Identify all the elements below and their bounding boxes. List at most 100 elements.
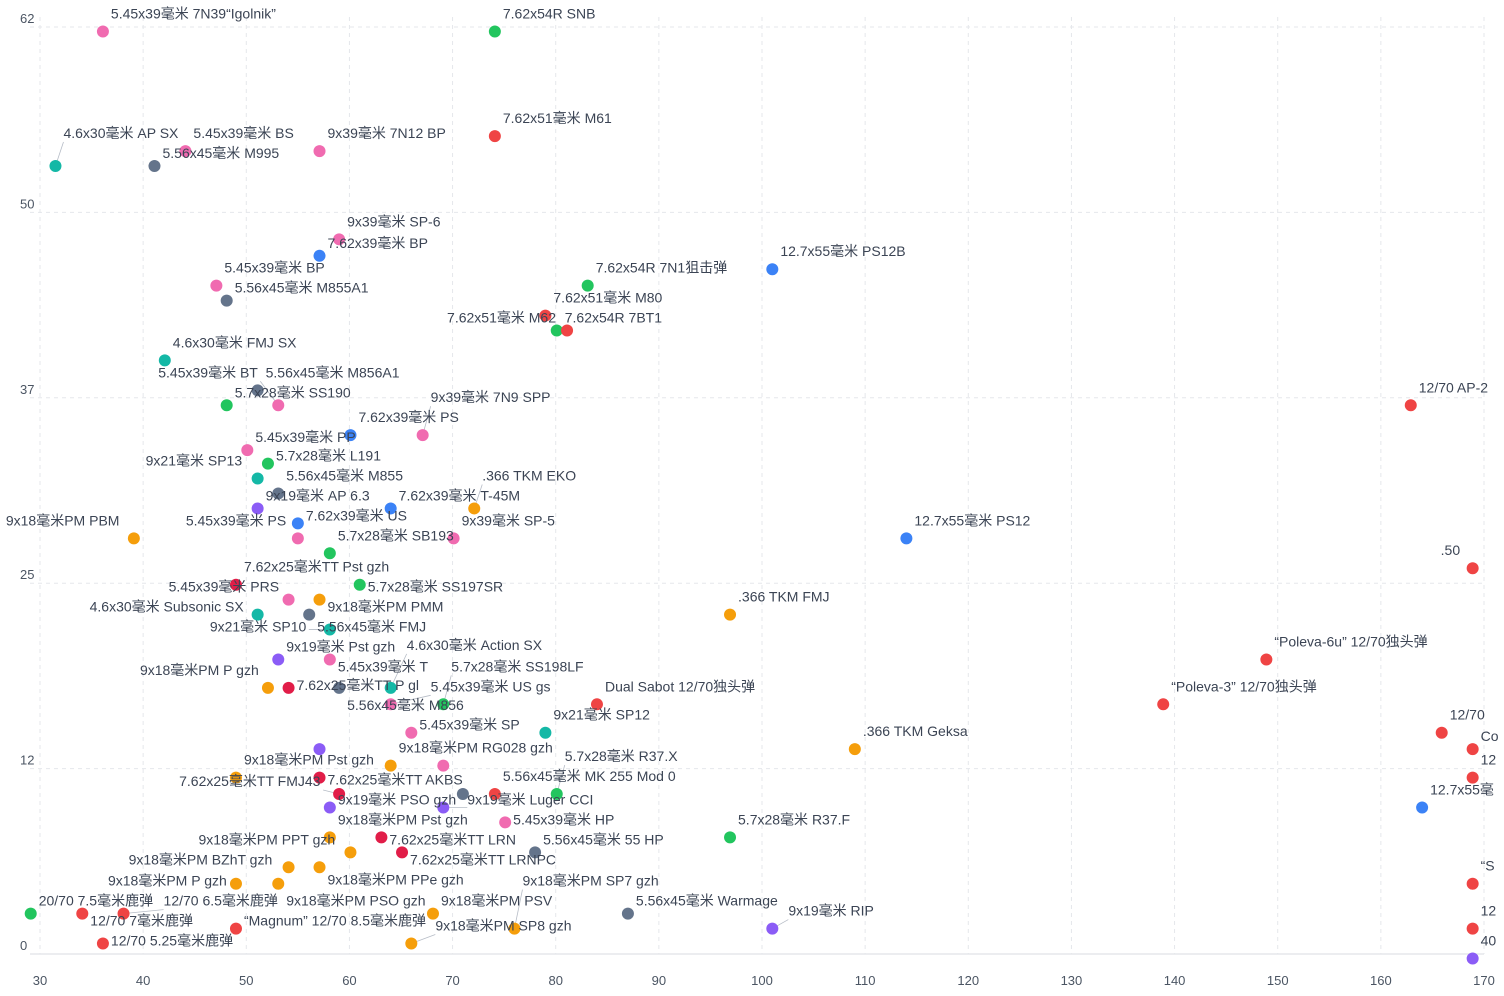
data-point[interactable]	[333, 681, 346, 694]
data-point[interactable]	[1466, 952, 1479, 965]
data-point[interactable]	[724, 831, 737, 844]
data-point[interactable]	[313, 145, 326, 158]
data-point[interactable]	[241, 444, 254, 457]
data-point[interactable]	[251, 472, 264, 485]
data-point[interactable]	[148, 160, 161, 173]
data-point[interactable]	[333, 233, 346, 246]
data-point[interactable]	[344, 846, 357, 859]
data-point[interactable]	[550, 324, 563, 337]
data-point[interactable]	[313, 861, 326, 874]
data-point[interactable]	[900, 532, 913, 545]
data-point[interactable]	[499, 816, 512, 829]
data-point[interactable]	[210, 279, 223, 292]
data-point[interactable]	[313, 743, 326, 756]
data-point[interactable]	[261, 681, 274, 694]
data-point[interactable]	[117, 907, 130, 920]
data-point[interactable]	[621, 907, 634, 920]
data-point[interactable]	[508, 922, 521, 935]
data-point[interactable]	[437, 759, 450, 772]
data-point[interactable]	[766, 922, 779, 935]
data-point[interactable]	[323, 547, 336, 560]
data-point[interactable]	[313, 771, 326, 784]
data-point[interactable]	[261, 457, 274, 470]
data-point[interactable]	[539, 309, 552, 322]
data-point[interactable]	[375, 831, 388, 844]
data-point[interactable]	[229, 922, 242, 935]
data-point[interactable]	[323, 831, 336, 844]
point-label: 12/70 5.25毫米鹿弹	[111, 933, 233, 949]
data-point[interactable]	[229, 877, 242, 890]
data-point[interactable]	[158, 354, 171, 367]
data-point[interactable]	[426, 907, 439, 920]
data-point[interactable]	[272, 487, 285, 500]
data-point[interactable]	[1466, 877, 1479, 890]
data-point[interactable]	[282, 861, 295, 874]
data-point[interactable]	[724, 608, 737, 621]
data-point[interactable]	[1435, 726, 1448, 739]
data-point[interactable]	[1404, 399, 1417, 412]
data-point[interactable]	[220, 399, 233, 412]
data-point[interactable]	[550, 788, 563, 801]
data-point[interactable]	[456, 788, 469, 801]
data-point[interactable]	[229, 771, 242, 784]
data-point[interactable]	[437, 801, 450, 814]
data-point[interactable]	[251, 502, 264, 515]
data-point[interactable]	[1466, 562, 1479, 575]
data-point[interactable]	[1466, 922, 1479, 935]
data-point[interactable]	[251, 384, 264, 397]
data-point[interactable]	[251, 608, 264, 621]
data-point[interactable]	[96, 25, 109, 38]
data-point[interactable]	[384, 681, 397, 694]
data-point[interactable]	[272, 399, 285, 412]
data-point[interactable]	[323, 801, 336, 814]
data-point[interactable]	[220, 294, 233, 307]
data-point[interactable]	[313, 249, 326, 262]
data-point[interactable]	[384, 502, 397, 515]
data-point[interactable]	[353, 578, 366, 591]
data-point[interactable]	[344, 429, 357, 442]
data-point[interactable]	[590, 698, 603, 711]
data-point[interactable]	[468, 502, 481, 515]
data-point[interactable]	[1260, 653, 1273, 666]
data-point[interactable]	[76, 907, 89, 920]
data-point[interactable]	[539, 726, 552, 739]
data-point[interactable]	[437, 698, 450, 711]
data-point[interactable]	[127, 532, 140, 545]
data-point[interactable]	[447, 532, 460, 545]
data-point[interactable]	[282, 681, 295, 694]
data-point[interactable]	[561, 324, 574, 337]
data-point[interactable]	[96, 937, 109, 950]
data-point[interactable]	[1466, 771, 1479, 784]
data-point[interactable]	[416, 429, 429, 442]
data-point[interactable]	[1466, 743, 1479, 756]
data-point[interactable]	[384, 698, 397, 711]
data-point[interactable]	[488, 788, 501, 801]
data-point[interactable]	[303, 608, 316, 621]
data-point[interactable]	[384, 759, 397, 772]
data-point[interactable]	[1416, 801, 1429, 814]
data-point[interactable]	[333, 788, 346, 801]
data-point[interactable]	[323, 623, 336, 636]
data-point[interactable]	[405, 726, 418, 739]
data-point[interactable]	[49, 160, 62, 173]
data-point[interactable]	[1157, 698, 1170, 711]
data-point[interactable]	[291, 532, 304, 545]
data-point[interactable]	[272, 653, 285, 666]
data-point[interactable]	[848, 743, 861, 756]
data-point[interactable]	[529, 846, 542, 859]
data-point[interactable]	[581, 279, 594, 292]
point-label: 9x39毫米 7N9 SPP	[431, 389, 551, 405]
data-point[interactable]	[766, 263, 779, 276]
data-point[interactable]	[313, 593, 326, 606]
data-point[interactable]	[179, 145, 192, 158]
data-point[interactable]	[323, 653, 336, 666]
data-point[interactable]	[282, 593, 295, 606]
data-point[interactable]	[272, 877, 285, 890]
data-point[interactable]	[396, 846, 409, 859]
data-point[interactable]	[488, 130, 501, 143]
data-point[interactable]	[405, 937, 418, 950]
data-point[interactable]	[291, 517, 304, 530]
data-point[interactable]	[488, 25, 501, 38]
data-point[interactable]	[229, 578, 242, 591]
data-point[interactable]	[24, 907, 37, 920]
